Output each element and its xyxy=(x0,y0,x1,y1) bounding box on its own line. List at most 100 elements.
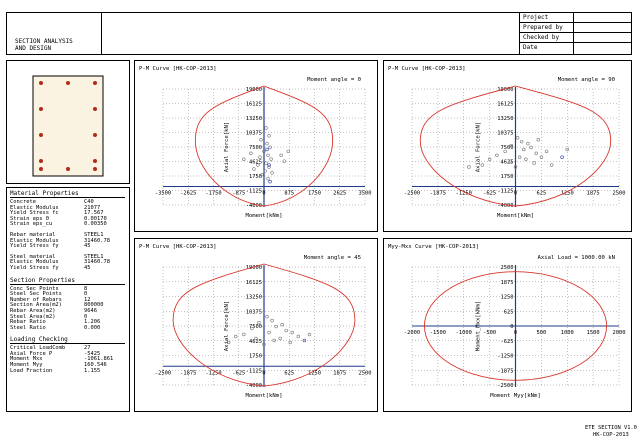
load-point xyxy=(268,179,272,184)
y-tick-label: 4625 xyxy=(249,339,262,345)
property-key: Moment Mxx xyxy=(10,356,43,363)
y-tick-label: 4625 xyxy=(501,160,514,166)
section-sketch-panel xyxy=(6,60,130,184)
report-title-line-1: SECTION ANALYSIS xyxy=(15,38,73,45)
load-point xyxy=(260,173,264,177)
x-tick-label: 3500 xyxy=(359,191,372,197)
x-tick-label: 0 xyxy=(262,191,265,197)
load-point xyxy=(269,157,273,161)
load-point xyxy=(503,149,507,154)
load-point xyxy=(242,332,246,337)
property-row: Critical LoadComb 27 xyxy=(10,346,126,352)
x-tick-label: -625 xyxy=(232,370,245,376)
x-axis-label: Moment[kNm] xyxy=(245,393,282,399)
load-point xyxy=(286,149,290,154)
load-point xyxy=(487,157,492,161)
load-point xyxy=(265,141,269,146)
property-key: Strain eps 0 xyxy=(10,215,49,222)
chart-panel-2: P-M Curve [HK-COP-2013] Moment angle = 90… xyxy=(383,60,632,232)
y-tick-label: 16125 xyxy=(497,102,513,108)
load-point xyxy=(257,320,261,325)
x-tick-label: -500 xyxy=(483,330,496,336)
y-tick-label: -1125 xyxy=(246,189,262,195)
checked-by-label: Checked by xyxy=(523,34,560,41)
property-row: Section Area(m2) 800000 xyxy=(10,303,126,309)
x-tick-label: -1875 xyxy=(180,370,196,376)
property-row: Load Fraction 1.155 xyxy=(10,368,126,375)
property-row: Steel material STEEL1 xyxy=(10,253,126,261)
x-tick-label: 1500 xyxy=(587,330,600,336)
property-row: Moment Myy 160.546 xyxy=(10,362,126,369)
y-tick-label: 4625 xyxy=(249,160,262,166)
y-tick-label: 19000 xyxy=(497,87,513,93)
chart-title: P-M Curve [HK-COP-2013] xyxy=(388,66,465,72)
property-key: Yield Stress fy xyxy=(10,243,59,250)
property-key: Steel Sec Points xyxy=(10,291,62,298)
property-value: 160.546 xyxy=(84,362,107,369)
section-properties: Conc Sec Points 8 Steel Sec Points 0 Number … xyxy=(10,286,126,332)
y-tick-label: 13250 xyxy=(497,116,513,122)
info-value-divider xyxy=(573,13,574,54)
x-tick-label: -1250 xyxy=(456,191,472,197)
property-value: 0.00350 xyxy=(84,221,107,228)
property-key: Steel Area(m2) xyxy=(10,313,56,320)
property-row: Yield Stress fy 45 xyxy=(10,264,126,272)
load-point xyxy=(262,149,266,154)
property-value: 0 xyxy=(84,313,88,320)
chart-title: P-M Curve [HK-COP-2013] xyxy=(139,66,216,72)
property-value: 1.206 xyxy=(84,319,101,326)
y-axis-label: Axial Force[kN] xyxy=(224,122,230,173)
property-row: Strain eps_cu 0.00350 xyxy=(10,222,126,228)
x-axis-label: Moment Myy[kNm] xyxy=(490,393,541,399)
property-row: Steel Ratio 0.000 xyxy=(10,325,126,332)
load-point xyxy=(517,155,522,159)
load-point xyxy=(539,155,544,159)
y-tick-label: 0 xyxy=(510,324,513,330)
property-value: 800000 xyxy=(84,302,104,309)
property-row: Elastic Modulus 31460.78 xyxy=(10,238,126,245)
load-point xyxy=(288,340,292,345)
property-key: Elastic Modulus xyxy=(10,204,59,211)
load-point xyxy=(544,149,549,154)
rebar-properties: Rebar material STEEL1 Elastic Modulus 31460… xyxy=(10,232,126,250)
load-point xyxy=(266,176,270,181)
steel-properties: Steel material STEEL1 Elastic Modulus 31460… xyxy=(10,253,126,272)
x-tick-label: -2625 xyxy=(180,191,196,197)
load-point xyxy=(524,157,528,161)
rebar-dot xyxy=(39,81,43,85)
load-point xyxy=(267,134,271,138)
property-key: Steel material xyxy=(10,253,56,260)
x-tick-label: 1250 xyxy=(561,191,574,197)
y-tick-label: -1250 xyxy=(497,354,513,360)
x-tick-label: 500 xyxy=(537,330,547,336)
property-value: 45 xyxy=(84,264,91,271)
load-point xyxy=(272,338,276,343)
x-tick-label: 1875 xyxy=(333,370,346,376)
rebar-dot xyxy=(39,107,43,111)
x-tick-label: -1875 xyxy=(430,191,446,197)
property-key: Yield Stress fy xyxy=(10,264,59,271)
load-point xyxy=(258,155,262,159)
load-point xyxy=(515,136,520,140)
x-tick-label: 0 xyxy=(514,330,517,336)
material-properties-title: Material Properties xyxy=(10,190,79,197)
property-key: Rebar Ratio xyxy=(10,319,46,326)
load-point xyxy=(520,139,524,144)
load-point xyxy=(252,167,256,171)
x-tick-label: 2500 xyxy=(359,370,372,376)
y-tick-label: 1750 xyxy=(249,174,262,180)
load-point xyxy=(529,145,533,150)
property-key: Elastic Modulus xyxy=(10,259,59,266)
property-value: C40 xyxy=(84,199,94,205)
rebar-group xyxy=(39,81,97,171)
load-point xyxy=(278,336,282,341)
date-label: Date xyxy=(523,44,538,51)
x-tick-label: -1500 xyxy=(430,330,446,336)
chart-title: P-M Curve [HK-COP-2013] xyxy=(139,244,216,250)
load-point xyxy=(270,171,274,175)
report-title-line-2: AND DESIGN xyxy=(15,45,52,52)
load-point xyxy=(267,163,271,167)
property-row: Conc Sec Points 8 xyxy=(10,286,126,293)
x-axis-label: Moment[kNm] xyxy=(497,213,534,219)
y-tick-label: 10375 xyxy=(246,131,262,137)
